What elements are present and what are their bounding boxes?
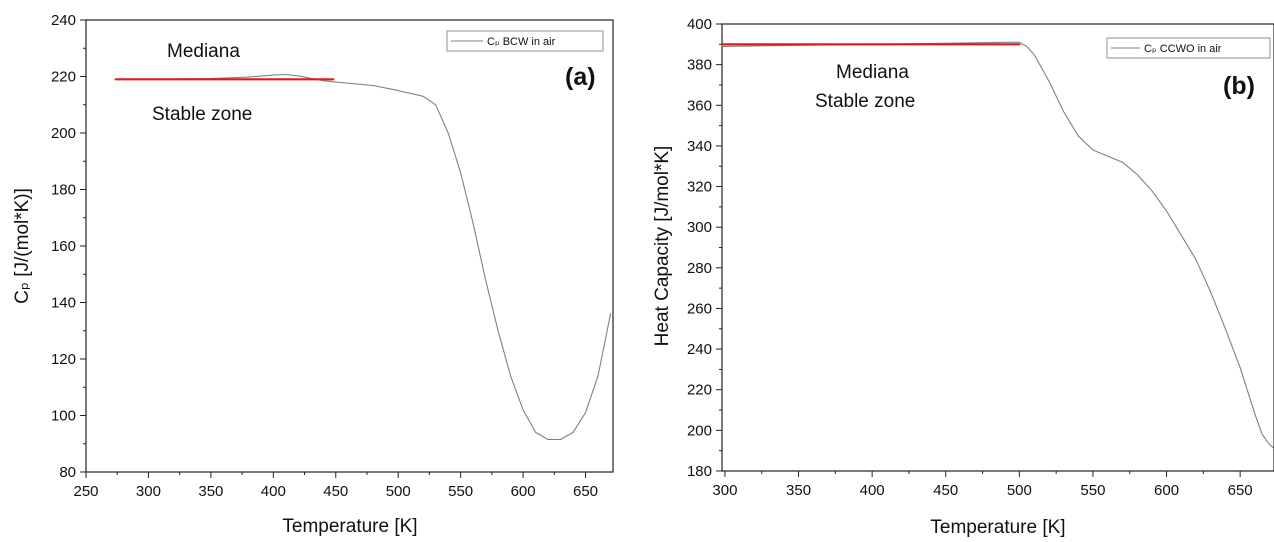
x-axis-a: 250 300 350 400 450 500 550 600 650 [73,472,598,500]
y-tick-label: 320 [687,179,712,196]
y-tick-label: 200 [687,422,712,439]
y-tick-label: 180 [687,463,712,480]
x-tick-label: 350 [198,483,223,500]
y-tick-label: 260 [687,300,712,317]
legend-b: Cₚ CCWO in air [1106,37,1271,59]
x-tick-label: 550 [448,483,473,500]
annotation-stable-zone-a: Stable zone [152,104,252,125]
panel-label-b: (b) [1223,72,1255,100]
annotation-mediana-b: Mediana [836,62,909,83]
x-axis-b: 300 350 400 450 500 550 600 650 [712,471,1253,499]
x-tick-label: 300 [712,482,737,499]
legend-box-a [446,30,604,52]
x-tick-label: 500 [1007,482,1032,499]
y-tick-label: 180 [51,182,76,199]
x-tick-label: 400 [261,483,286,500]
series-group-a [114,73,612,441]
y-tick-label: 100 [51,408,76,425]
x-tick-label: 650 [573,483,598,500]
x-tick-label: 600 [511,483,536,500]
y-axis-label-a: Cₚ [J/(mol*K)] [12,188,33,304]
y-tick-label: 240 [687,341,712,358]
x-tick-label: 550 [1080,482,1105,499]
x-tick-label: 450 [323,483,348,500]
y-axis-label-b: Heat Capacity [J/mol*K] [652,146,673,347]
y-tick-label: 400 [687,16,712,33]
y-tick-label: 360 [687,97,712,114]
y-tick-label: 120 [51,351,76,368]
x-tick-label: 350 [786,482,811,499]
series-line-a [114,73,612,441]
y-tick-label: 220 [51,69,76,86]
x-tick-label: 250 [73,483,98,500]
x-tick-label: 650 [1228,482,1253,499]
series-group-b [720,41,1274,450]
annotation-mediana-a: Mediana [167,41,240,62]
annotation-stable-zone-b: Stable zone [815,91,915,112]
plot-frame-a [85,19,614,473]
panel-label-a: (a) [565,63,596,91]
y-tick-label: 300 [687,219,712,236]
series-line-b [721,41,1274,450]
x-tick-label: 450 [933,482,958,499]
x-axis-label-a: Temperature [K] [282,516,417,537]
y-tick-label: 140 [51,295,76,312]
legend-label-b: Cₚ CCWO in air [1144,43,1222,55]
legend-a: Cₚ BCW in air [446,30,604,52]
y-tick-label: 240 [51,12,76,29]
x-tick-label: 600 [1154,482,1179,499]
y-tick-label: 340 [687,138,712,155]
chart-a: 250 300 350 400 450 500 550 600 650 80 100 120 140 1… [12,12,614,537]
x-tick-label: 500 [386,483,411,500]
x-tick-label: 300 [136,483,161,500]
chart-b: 300 350 400 450 500 550 600 650 180 200 220 240 260… [652,16,1274,538]
legend-label-a: Cₚ BCW in air [487,36,556,48]
y-tick-label: 220 [687,382,712,399]
y-tick-label: 80 [59,464,76,481]
x-axis-label-b: Temperature [K] [930,517,1065,538]
y-tick-label: 280 [687,260,712,277]
y-tick-label: 380 [687,57,712,74]
y-axis-b: 180 200 220 240 260 280 300 320 340 360 380 400 [687,16,722,480]
y-tick-label: 160 [51,238,76,255]
x-tick-label: 400 [860,482,885,499]
plot-frame-b [721,23,1274,472]
y-axis-a: 80 100 120 140 160 180 200 220 240 [51,12,86,481]
legend-box-b [1106,37,1271,59]
y-tick-label: 200 [51,125,76,142]
